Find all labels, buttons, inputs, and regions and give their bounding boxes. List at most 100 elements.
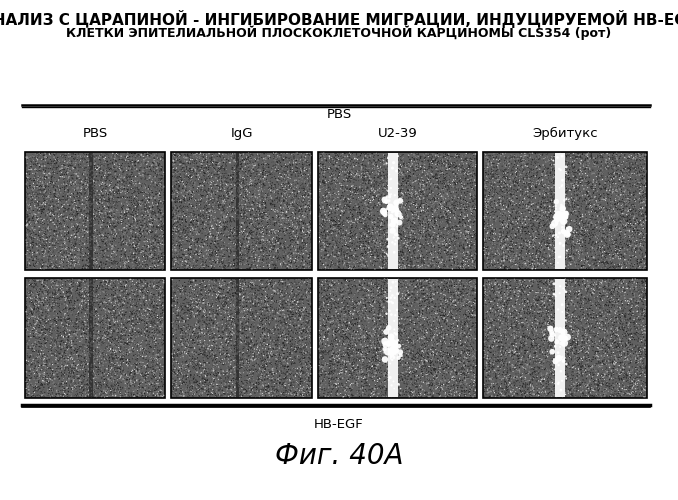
Point	[585, 280, 596, 288]
Point	[524, 250, 535, 258]
Point	[418, 214, 428, 222]
Point	[405, 346, 416, 354]
Point	[559, 316, 570, 324]
Point	[426, 276, 437, 284]
Point	[414, 312, 424, 320]
Point	[601, 281, 612, 289]
Point	[449, 383, 460, 391]
Point	[620, 313, 631, 321]
Point	[325, 264, 336, 272]
Point	[71, 367, 81, 375]
Point	[39, 296, 50, 304]
Point	[137, 336, 148, 344]
Point	[386, 352, 397, 360]
Point	[438, 350, 449, 358]
Point	[33, 186, 44, 194]
Point	[155, 192, 165, 200]
Point	[535, 361, 546, 369]
Point	[56, 236, 67, 244]
Point	[210, 315, 221, 323]
Point	[393, 211, 404, 219]
Point	[229, 150, 240, 158]
Point	[214, 162, 224, 170]
Point	[45, 360, 56, 368]
Point	[212, 352, 222, 360]
Point	[354, 307, 365, 315]
Point	[369, 166, 380, 173]
Point	[633, 302, 644, 310]
Point	[30, 190, 41, 198]
Point	[353, 288, 364, 296]
Point	[585, 230, 596, 238]
Point	[224, 322, 235, 330]
Point	[557, 358, 568, 366]
Point	[351, 376, 361, 384]
Point	[79, 294, 89, 302]
Point	[135, 295, 146, 303]
Point	[252, 256, 262, 264]
Point	[157, 223, 167, 231]
Point	[382, 280, 393, 287]
Point	[569, 180, 580, 188]
Point	[400, 363, 411, 371]
Point	[84, 246, 95, 254]
Point	[218, 377, 229, 385]
Point	[102, 384, 113, 392]
Point	[412, 356, 423, 364]
Point	[68, 193, 79, 201]
Point	[48, 370, 59, 378]
Point	[156, 166, 167, 174]
Point	[37, 262, 47, 270]
Point	[628, 381, 639, 389]
Point	[282, 388, 293, 396]
Point	[212, 236, 223, 244]
Point	[202, 321, 213, 329]
Point	[387, 238, 398, 246]
Point	[187, 294, 198, 302]
Point	[232, 314, 243, 322]
Point	[191, 388, 202, 396]
Point	[295, 386, 306, 394]
Point	[532, 202, 543, 210]
Point	[224, 251, 235, 259]
Point	[207, 334, 218, 342]
Point	[33, 219, 44, 227]
Point	[56, 318, 67, 326]
Point	[51, 238, 62, 246]
Point	[527, 203, 538, 211]
Point	[334, 227, 344, 235]
Point	[418, 302, 429, 310]
Point	[103, 285, 114, 293]
Point	[246, 392, 257, 400]
Point	[28, 236, 39, 244]
Point	[639, 349, 650, 357]
Point	[598, 245, 609, 253]
Point	[131, 192, 142, 200]
Point	[401, 328, 412, 336]
Point	[203, 370, 214, 378]
Point	[530, 215, 541, 223]
Point	[376, 204, 386, 212]
Point	[75, 379, 86, 387]
Point	[376, 242, 386, 250]
Point	[218, 358, 229, 366]
Point	[366, 183, 377, 191]
Point	[43, 164, 54, 172]
Point	[533, 255, 544, 263]
Point	[142, 288, 153, 296]
Point	[510, 188, 521, 196]
Point	[344, 186, 355, 194]
Point	[481, 184, 492, 192]
Point	[348, 326, 359, 334]
Point	[502, 230, 513, 237]
Point	[393, 242, 403, 250]
Point	[81, 276, 92, 284]
Point	[480, 328, 491, 336]
Point	[403, 291, 414, 299]
Point	[152, 390, 163, 398]
Point	[268, 236, 279, 244]
Point	[614, 351, 625, 359]
Point	[465, 154, 476, 162]
Point	[615, 194, 626, 202]
Point	[90, 259, 101, 267]
